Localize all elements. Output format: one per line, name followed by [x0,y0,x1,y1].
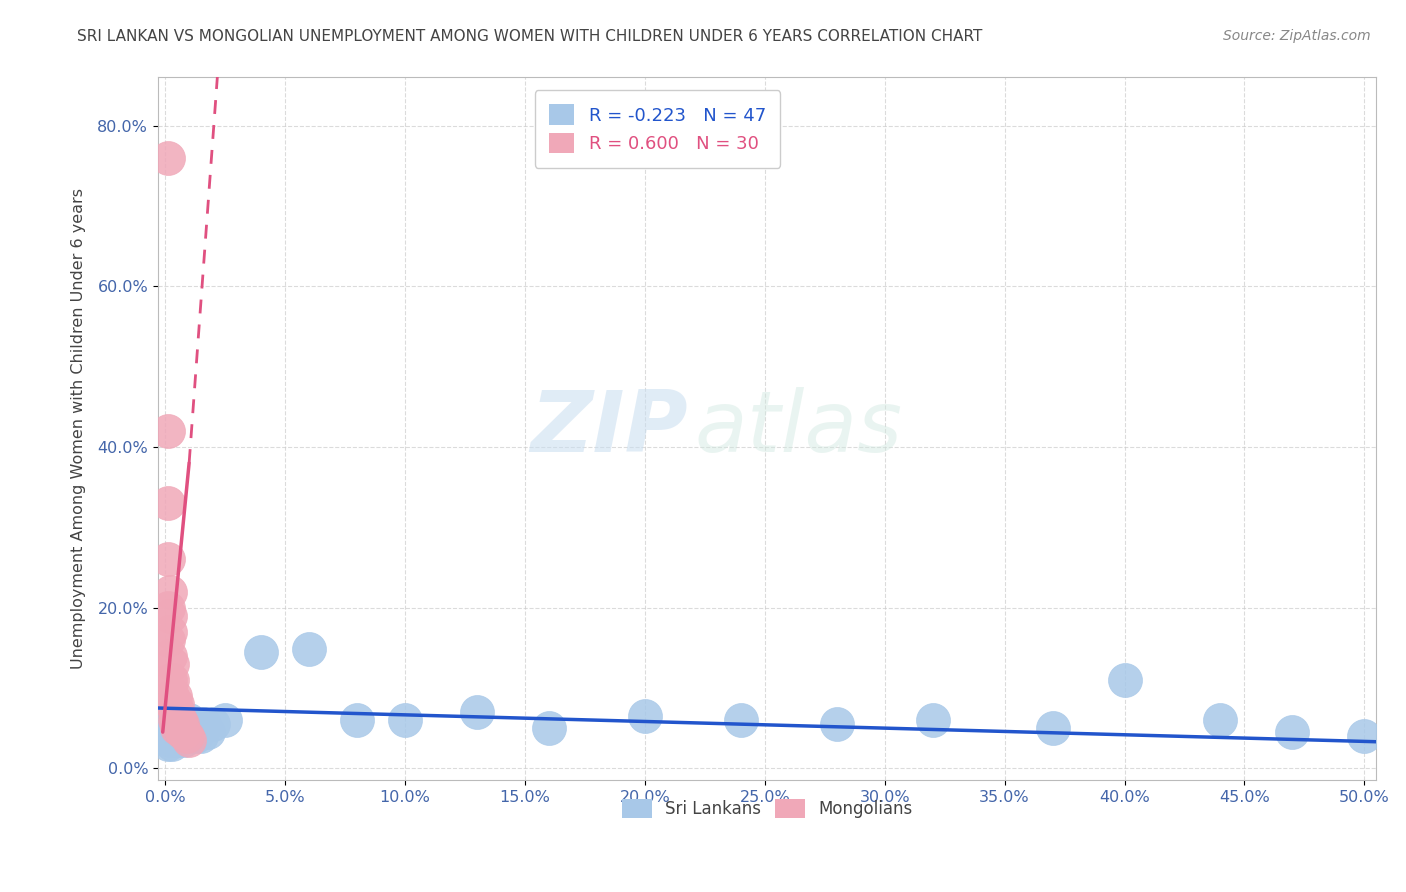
Point [183,725,205,739]
Point [214,713,236,727]
Point [169,721,191,735]
Point [156,151,179,165]
Point [163,689,186,703]
Point [166,705,188,719]
Point [162,657,184,671]
Point [159,733,181,747]
Point [156,600,179,615]
Point [166,733,188,747]
Point [465,705,488,719]
Point [159,648,181,663]
Point [170,717,193,731]
Point [162,673,184,687]
Point [187,721,209,735]
Point [169,713,191,727]
Point [193,717,215,731]
Point [166,725,188,739]
Point [180,721,202,735]
Point [173,733,195,747]
Point [162,737,184,751]
Point [346,713,368,727]
Point [163,713,186,727]
Point [1209,713,1232,727]
Point [394,713,416,727]
Point [156,496,179,510]
Point [162,689,184,703]
Text: atlas: atlas [695,387,903,470]
Point [179,729,201,743]
Point [537,721,560,735]
Point [159,713,181,727]
Point [166,721,188,735]
Point [1353,729,1375,743]
Point [159,725,181,739]
Point [156,729,179,743]
Point [173,721,195,735]
Point [156,721,179,735]
Point [162,717,184,731]
Point [179,713,201,727]
Point [156,552,179,566]
Point [159,584,181,599]
Point [159,673,181,687]
Point [166,713,188,727]
Point [166,697,188,711]
Point [921,713,943,727]
Point [163,697,186,711]
Point [1281,725,1303,739]
Point [163,705,186,719]
Point [156,632,179,647]
Point [176,725,198,739]
Point [169,729,191,743]
Point [190,729,212,743]
Point [197,725,219,739]
Point [159,608,181,623]
Point [179,733,201,747]
Point [163,729,186,743]
Point [250,645,273,659]
Point [202,717,225,731]
Text: SRI LANKAN VS MONGOLIAN UNEMPLOYMENT AMONG WOMEN WITH CHILDREN UNDER 6 YEARS COR: SRI LANKAN VS MONGOLIAN UNEMPLOYMENT AMO… [77,29,983,44]
Point [730,713,752,727]
Text: ZIP: ZIP [530,387,688,470]
Point [162,729,184,743]
Point [156,737,179,751]
Point [169,721,191,735]
Point [1042,721,1064,735]
Text: Source: ZipAtlas.com: Source: ZipAtlas.com [1223,29,1371,43]
Point [166,713,188,727]
Point [170,729,193,743]
Point [173,725,195,739]
Point [1114,673,1136,687]
Point [176,729,198,743]
Point [170,725,193,739]
Point [634,709,657,723]
Legend: Sri Lankans, Mongolians: Sri Lankans, Mongolians [616,792,920,825]
Y-axis label: Unemployment Among Women with Children Under 6 years: Unemployment Among Women with Children U… [72,188,86,669]
Point [186,729,208,743]
Point [156,424,179,438]
Point [825,717,848,731]
Point [163,721,186,735]
Point [298,642,321,657]
Point [162,697,184,711]
Point [170,717,193,731]
Point [159,624,181,639]
